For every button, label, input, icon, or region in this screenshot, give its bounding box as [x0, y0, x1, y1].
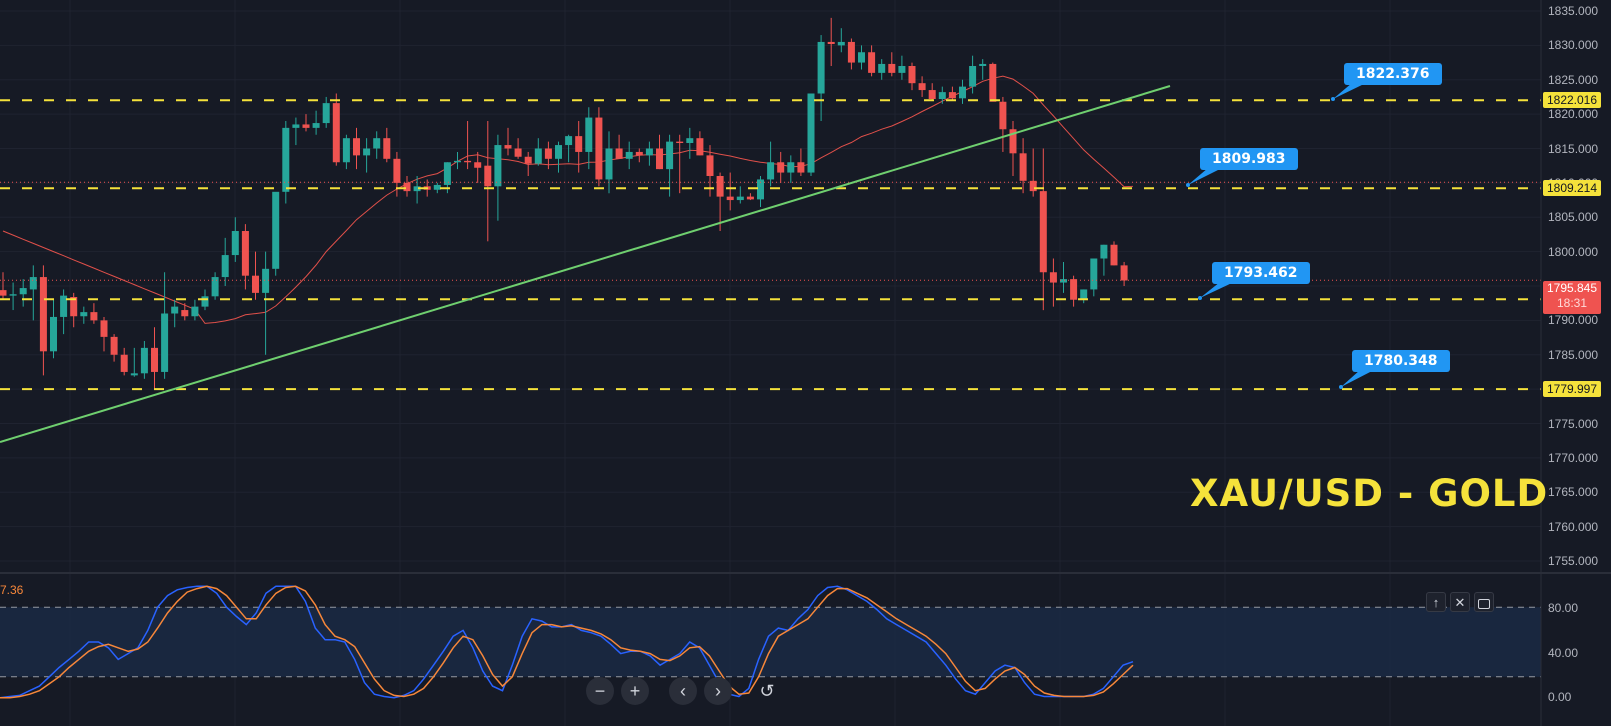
maximize-pane-button[interactable]	[1474, 592, 1494, 612]
stoch-axis-40: 40.00	[1548, 646, 1579, 660]
maximize-icon	[1478, 598, 1490, 609]
chevron-right-icon: ›	[715, 681, 721, 701]
price-axis-label: 1785.000	[1548, 347, 1599, 362]
trendline[interactable]	[0, 85, 1171, 443]
stoch-axis-0: 0.00	[1548, 690, 1572, 704]
current-price-tag: 1795.845 18:31	[1543, 281, 1601, 314]
candlesticks	[0, 17, 1128, 390]
price-axis-label: 1805.000	[1548, 210, 1599, 225]
move-pane-up-button[interactable]: ↑	[1426, 592, 1446, 612]
chart-title: XAU/USD - GOLD	[1190, 472, 1549, 515]
close-icon: ✕	[1454, 595, 1466, 610]
support-resistance-levels[interactable]	[0, 83, 1541, 391]
price-axis-label: 1830.000	[1548, 38, 1599, 53]
level-price-tag: 1809.214	[1543, 180, 1601, 197]
level-callout[interactable]: 1780.348	[1352, 350, 1450, 372]
price-axis-label: 1770.000	[1548, 450, 1599, 465]
price-axis-label: 1835.000	[1548, 4, 1599, 18]
price-axis-label: 1755.000	[1548, 554, 1599, 568]
price-axis-label: 1790.000	[1548, 313, 1599, 328]
arrow-up-icon: ↑	[1432, 595, 1440, 610]
price-axis-label: 1825.000	[1548, 72, 1599, 87]
scroll-right-button[interactable]: ›	[704, 677, 732, 705]
price-axis-label: 1815.000	[1548, 141, 1599, 156]
minus-icon: −	[594, 681, 606, 701]
level-callout[interactable]: 1793.462	[1212, 262, 1310, 284]
stochastic-band	[0, 606, 1541, 678]
scroll-left-button[interactable]: ‹	[669, 677, 697, 705]
stochastic-value: 7.36	[0, 583, 24, 597]
current-price-value: 1795.845	[1546, 281, 1598, 295]
reset-icon: ↺	[759, 681, 775, 701]
reset-chart-button[interactable]: ↺	[753, 677, 781, 705]
plus-icon: +	[629, 681, 641, 701]
price-axis-label: 1800.000	[1548, 244, 1599, 259]
price-axis-label: 1765.000	[1548, 485, 1599, 500]
price-axis-label: 1760.000	[1548, 519, 1599, 534]
stochastic-lines	[0, 585, 1134, 699]
chevron-left-icon: ‹	[680, 681, 686, 701]
level-price-tag: 1822.016	[1543, 92, 1601, 109]
price-axis-label: 1775.000	[1548, 416, 1599, 431]
close-pane-button[interactable]: ✕	[1450, 592, 1470, 612]
level-callout[interactable]: 1809.983	[1200, 148, 1298, 170]
zoom-in-button[interactable]: +	[621, 677, 649, 705]
zoom-out-button[interactable]: −	[586, 677, 614, 705]
level-callout[interactable]: 1822.376	[1344, 63, 1442, 85]
level-price-tag: 1779.997	[1543, 381, 1601, 398]
candle-countdown: 18:31	[1556, 296, 1588, 310]
price-axis-label: 1820.000	[1548, 107, 1599, 122]
stoch-axis-80: 80.00	[1548, 601, 1579, 615]
stochastic-value-label: 7.36	[0, 583, 23, 597]
